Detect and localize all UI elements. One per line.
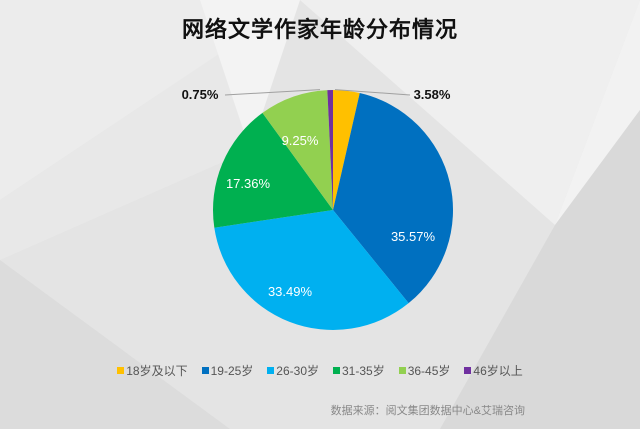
leader-line-3-58 xyxy=(334,89,411,96)
chart-title: 网络文学作家年龄分布情况 xyxy=(181,17,458,43)
legend-swatch xyxy=(333,367,340,374)
pie-slice-26-30岁 xyxy=(214,210,409,331)
chart-legend: 18岁及以下 19-25岁 26-30岁 31-35岁 36-45岁 46岁以上 xyxy=(0,362,640,379)
legend-item: 36-45岁 xyxy=(398,362,451,379)
pie-slice-18岁及以下 xyxy=(333,90,360,210)
legend-label: 19-25岁 xyxy=(210,364,254,378)
pie-slice-46岁以上 xyxy=(327,90,333,210)
legend-item: 46岁以上 xyxy=(464,362,523,379)
slice-label: 33.49% xyxy=(268,284,313,299)
pie-slice-36-45岁 xyxy=(262,90,333,210)
legend-swatch xyxy=(201,367,209,374)
slice-label: 17.36% xyxy=(226,176,271,191)
leader-line-0-75 xyxy=(224,89,321,96)
legend-swatch xyxy=(117,367,125,374)
pie-slice-19-25岁 xyxy=(333,93,454,304)
legend-swatch xyxy=(464,367,472,374)
legend-item: 18岁及以下 xyxy=(117,362,188,379)
slice-label: 9.25% xyxy=(282,133,319,148)
slice-label: 3.58% xyxy=(414,87,451,102)
data-source-note: 数据来源：阅文集团数据中心&艾瑞咨询 xyxy=(330,405,525,417)
legend-swatch xyxy=(267,367,275,374)
slice-label: 0.75% xyxy=(182,87,219,102)
legend-item: 19-25岁 xyxy=(201,362,254,379)
pie-slice-31-35岁 xyxy=(213,112,333,228)
legend-label: 26-30岁 xyxy=(276,364,319,378)
slice-label: 35.57% xyxy=(391,229,436,244)
legend-label: 18岁及以下 xyxy=(126,364,188,378)
legend-swatch xyxy=(398,367,406,374)
legend-label: 36-45岁 xyxy=(407,364,451,378)
legend-label: 31-35岁 xyxy=(342,364,385,378)
legend-item: 31-35岁 xyxy=(333,362,385,379)
legend-label: 46岁以上 xyxy=(473,364,523,378)
legend-item: 26-30岁 xyxy=(267,362,319,379)
